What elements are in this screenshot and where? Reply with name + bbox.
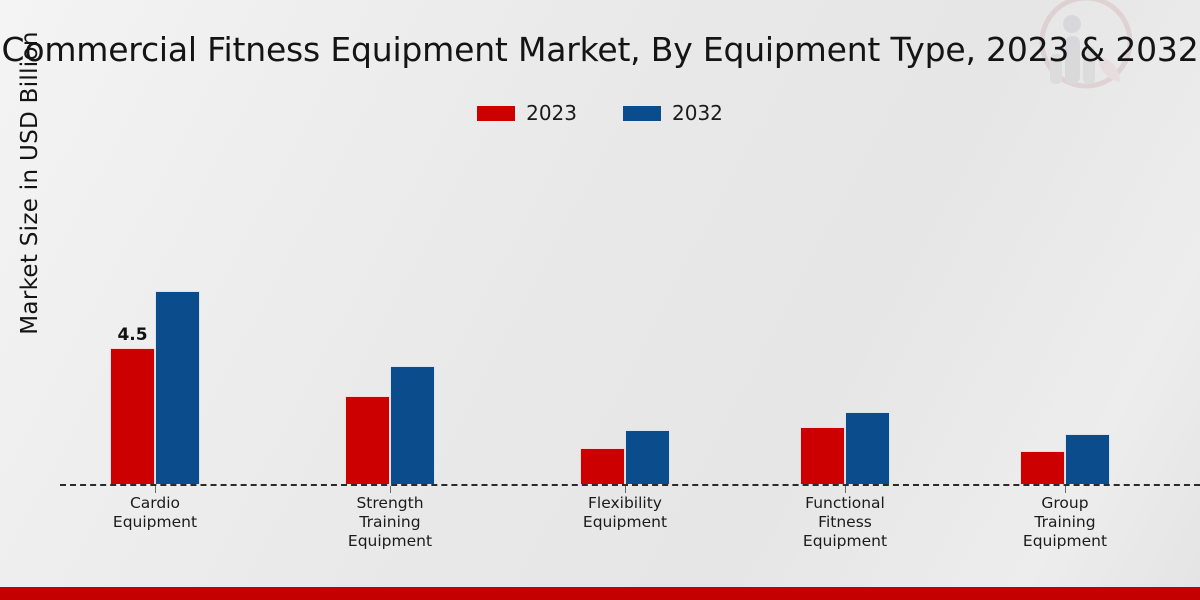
bar-2023-2[interactable] <box>345 396 390 484</box>
x-axis-label-2: Strength Training Equipment <box>295 494 485 551</box>
bar-2032-1[interactable] <box>155 291 200 484</box>
x-axis-tick <box>1065 486 1066 493</box>
bar-value-label: 4.5 <box>117 325 148 345</box>
x-axis-label-line: Fitness <box>818 513 872 531</box>
bar-2032-5[interactable] <box>1065 434 1110 484</box>
bar-2023-4[interactable] <box>800 427 845 484</box>
legend-label-2023: 2023 <box>526 101 577 125</box>
x-axis-label-line: Equipment <box>582 513 668 531</box>
x-axis-label-3: Flexibility Equipment <box>530 494 720 532</box>
x-axis-label-5: Group Training Equipment <box>970 494 1160 551</box>
x-axis-label-line: Equipment <box>112 513 198 531</box>
legend-label-2032: 2032 <box>672 101 723 125</box>
legend-swatch-2032 <box>623 105 661 121</box>
legend-swatch-2023 <box>477 105 516 121</box>
legend-item-2023[interactable]: 2023 <box>477 103 577 123</box>
x-axis-label-line: Group <box>1041 494 1089 512</box>
x-axis-baseline <box>60 484 1200 486</box>
legend-item-2032[interactable]: 2032 <box>623 103 723 123</box>
x-axis-label-1: Cardio Equipment <box>60 494 250 532</box>
x-axis-label-line: Equipment <box>347 532 433 550</box>
x-axis-label-line: Equipment <box>1022 532 1108 550</box>
x-axis-tick <box>845 486 846 493</box>
bar-2023-1[interactable]: 4.5 <box>110 325 155 484</box>
chart-title: Commercial Fitness Equipment Market, By … <box>1 30 1199 69</box>
x-axis-label-line: Equipment <box>802 532 888 550</box>
chart-legend: 2023 2032 <box>0 103 1200 123</box>
bar-2023-5[interactable] <box>1020 451 1065 484</box>
x-axis-tick <box>625 486 626 493</box>
x-axis-label-line: Functional <box>805 494 885 512</box>
x-axis-tick <box>155 486 156 493</box>
x-axis-label-line: Strength <box>356 494 424 512</box>
x-axis-label-line: Flexibility <box>588 494 662 512</box>
y-axis-title: Market Size in USD Billion <box>17 31 43 335</box>
x-axis-label-line: Training <box>359 513 421 531</box>
x-axis-label-line: Training <box>1034 513 1096 531</box>
bar-2032-4[interactable] <box>845 412 890 484</box>
x-axis-tick <box>390 486 391 493</box>
bar-2023-3[interactable] <box>580 448 625 484</box>
footer-accent-band <box>0 587 1200 600</box>
bar-2032-2[interactable] <box>390 366 435 484</box>
bar-2032-3[interactable] <box>625 430 670 484</box>
x-axis-label-4: Functional Fitness Equipment <box>750 494 940 551</box>
x-axis-label-line: Cardio <box>129 494 181 512</box>
